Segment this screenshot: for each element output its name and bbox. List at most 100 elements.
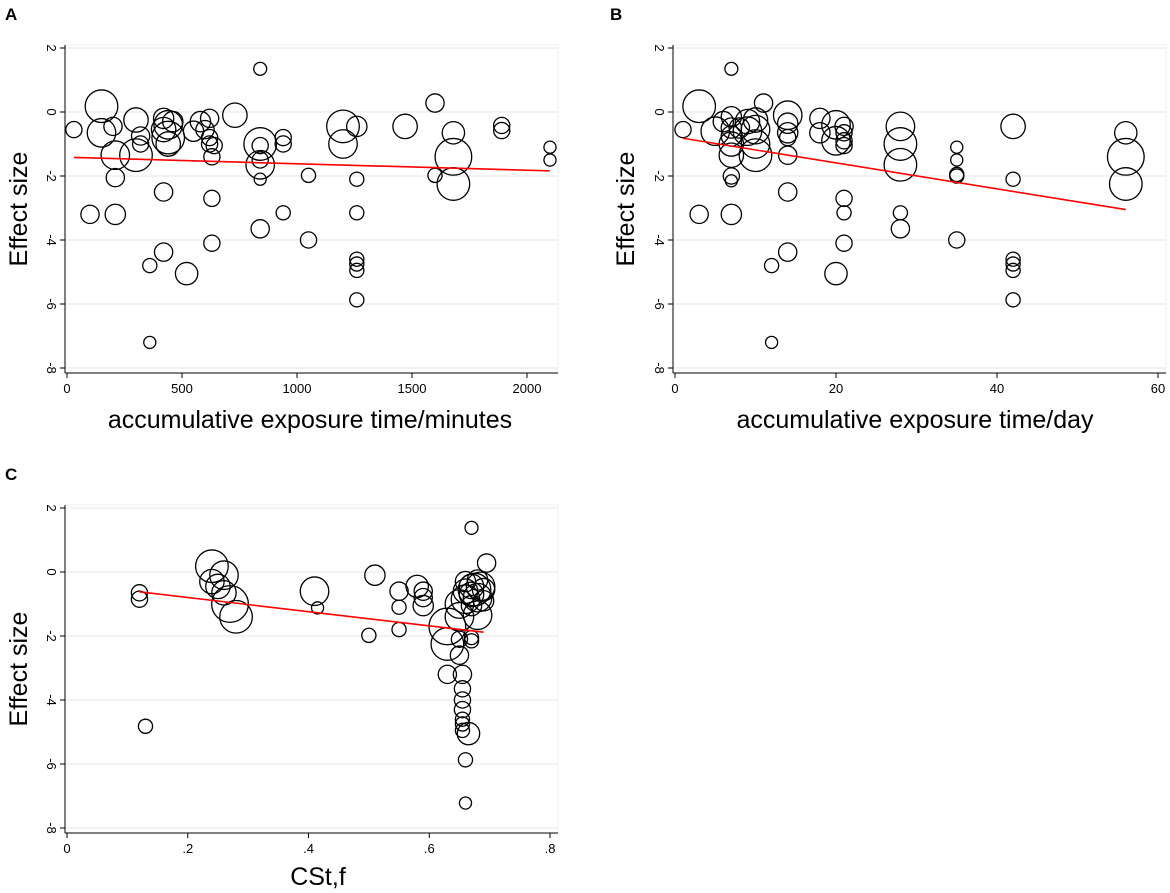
y-tick-label: -6 (44, 758, 59, 770)
data-point (472, 589, 495, 612)
data-point (162, 110, 184, 133)
data-point (104, 203, 127, 226)
fit-line (682, 137, 1126, 211)
data-point (724, 174, 739, 188)
data-point (543, 140, 557, 154)
data-point (1000, 113, 1026, 140)
data-point (777, 182, 798, 202)
data-point (153, 242, 174, 262)
data-point (471, 577, 496, 602)
y-tick-label: -8 (44, 362, 59, 374)
data-point (674, 120, 692, 139)
data-point (436, 167, 471, 201)
data-point (251, 136, 269, 155)
data-point (131, 135, 150, 153)
data-point (151, 120, 186, 155)
x-tick-label: 2000 (513, 381, 542, 396)
y-tick-label: -4 (652, 234, 667, 246)
x-axis-title: accumulative exposure time/day (736, 406, 1094, 434)
data-point (1005, 256, 1021, 272)
x-tick-label: .6 (424, 841, 435, 856)
data-point (251, 151, 269, 169)
data-point (740, 129, 771, 159)
data-point (883, 127, 918, 161)
data-point (105, 167, 126, 188)
data-point (123, 107, 149, 133)
data-point (392, 113, 418, 140)
y-tick-label: -6 (44, 298, 59, 310)
data-point (740, 114, 771, 145)
data-point (155, 131, 182, 157)
data-point (310, 601, 325, 615)
data-point (80, 204, 100, 225)
data-point (413, 587, 433, 608)
data-point (452, 664, 473, 685)
data-point (203, 148, 221, 166)
data-point (328, 129, 358, 159)
data-point (777, 242, 798, 262)
data-point (824, 261, 848, 286)
data-point (890, 219, 911, 239)
panel-a: A -8 -6 -4 -2 0 2 0 500 1000 1500 2000accumulative … (5, 5, 559, 434)
data-point (199, 108, 220, 129)
data-point (434, 137, 473, 176)
data-point (835, 189, 853, 208)
data-point (391, 621, 407, 638)
data-point (245, 149, 276, 180)
data-point (458, 796, 473, 810)
data-point (100, 140, 131, 171)
data-point (682, 89, 717, 124)
data-point (834, 116, 854, 137)
data-point (835, 132, 853, 150)
data-point (300, 167, 317, 184)
y-axis-title: Effect size (5, 152, 33, 267)
panel-letter: A (5, 5, 17, 24)
data-point (274, 135, 292, 153)
data-point (454, 716, 471, 732)
data-point (449, 645, 470, 665)
y-tick-label: -2 (652, 170, 667, 182)
data-point (349, 262, 365, 279)
data-point (809, 107, 831, 130)
data-point (1005, 262, 1021, 279)
data-point (219, 599, 253, 634)
panel-letter: C (5, 465, 17, 484)
data-point (130, 126, 151, 146)
y-tick-label: 2 (652, 44, 667, 51)
data-point (883, 147, 918, 182)
data-point (543, 153, 557, 167)
data-point (84, 89, 119, 124)
data-point (209, 560, 239, 591)
data-point (413, 581, 433, 601)
y-tick-label: -8 (44, 822, 59, 834)
data-point (203, 234, 221, 252)
x-tick-label: 20 (829, 381, 843, 396)
x-tick-label: 40 (990, 381, 1004, 396)
data-point (492, 121, 511, 140)
x-tick-label: 60 (1151, 381, 1165, 396)
x-axis-title: accumulative exposure time/minutes (108, 406, 512, 434)
data-point (299, 231, 318, 249)
y-axis-title: Effect size (612, 152, 640, 267)
data-point (142, 257, 158, 274)
data-point (1005, 292, 1021, 308)
data-point (119, 138, 153, 173)
data-point (1113, 120, 1138, 145)
x-tick-label: 1500 (398, 381, 427, 396)
data-point (103, 116, 123, 137)
data-point (777, 145, 798, 165)
data-point (349, 256, 365, 272)
data-point (243, 127, 278, 161)
data-point (476, 553, 497, 573)
y-tick-label: 2 (44, 44, 59, 51)
data-point (1005, 251, 1021, 267)
data-point (453, 691, 472, 709)
data-point (349, 292, 365, 308)
y-tick-label: -8 (652, 362, 667, 374)
data-point (492, 116, 511, 135)
y-tick-label: -2 (44, 630, 59, 642)
data-point (412, 594, 435, 617)
x-tick-label: 500 (171, 381, 193, 396)
data-point (349, 251, 365, 267)
data-point (1106, 137, 1145, 176)
